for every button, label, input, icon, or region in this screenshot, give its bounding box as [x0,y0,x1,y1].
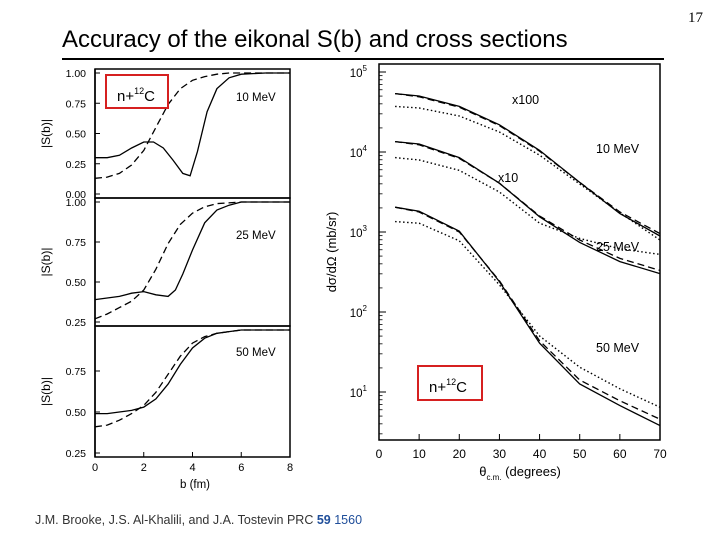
sb-panel-label: 25 MeV [236,230,276,242]
citation: J.M. Brooke, J.S. Al-Khalili, and J.A. T… [35,513,362,527]
xs-ytick-label: 103 [350,224,368,240]
xs-xtick-label: 10 [412,447,426,461]
sb-ytick-label: 0.25 [66,317,87,329]
xs-series-10-mev-exact [395,92,661,237]
xs-frame [378,63,661,441]
sb-inset-label: n+12C [117,86,155,105]
xs-annotation: x10 [498,171,518,185]
xs-xtick-label: 30 [493,447,507,461]
sb-series-2-exact [94,201,290,301]
xs-ylabel: dσ/dΩ (mb/sr) [324,212,339,293]
sb-ytick-label: 0.50 [66,407,87,419]
xs-annotation: 25 MeV [596,240,640,254]
xs-xtick-label: 70 [653,447,667,461]
xs-xlabel: θc.m. (degrees) [479,464,561,482]
xs-xtick-label: 0 [376,447,383,461]
sb-panel-frame-2 [94,197,291,327]
sb-xtick-label: 6 [238,462,244,474]
sb-ytick-label: 0.75 [66,98,87,110]
sb-xlabel: b (fm) [180,479,210,491]
xs-ytick-label: 101 [350,384,368,400]
slide-title: Accuracy of the eikonal S(b) and cross s… [62,26,568,53]
citation-pages: 1560 [330,513,363,527]
xs-inset-box [417,365,483,401]
title-underline [62,58,664,60]
sb-ytick-label: 0.00 [66,189,87,201]
sb-xtick-label: 4 [189,462,195,474]
sb-ytick-label: 0.75 [66,366,87,378]
citation-authors: J.M. Brooke, J.S. Al-Khalili, and J.A. T… [35,513,317,527]
xs-series-10-mev-dotted [395,105,661,241]
sb-ylabel: |S(b)| [39,248,53,277]
sb-ytick-label: 0.25 [66,159,87,171]
xs-series-50-mev-exact [394,206,661,427]
sb-xtick-label: 0 [92,462,98,474]
xs-ytick-label: 104 [350,144,368,160]
sb-xtick-label: 2 [141,462,147,474]
sb-ytick-label: 1.00 [66,197,87,209]
sb-ytick-label: 0.25 [66,448,87,460]
xs-inset-label: n+12C [429,377,467,396]
xs-series-50-mev-dotted [395,220,661,408]
sb-panel-frame-3 [94,325,291,458]
sb-series-2-eikonal [94,201,290,320]
sb-ylabel: |S(b)| [39,119,53,148]
xs-series-25-mev-exact [395,140,661,275]
xs-xtick-label: 50 [573,447,587,461]
sb-inset-box [105,74,169,109]
sb-xtick-label: 8 [287,462,293,474]
xs-series-25-mev-dotted [395,156,661,256]
xs-ytick-label: 102 [350,304,368,320]
xs-ytick-label: 105 [350,64,368,80]
citation-volume: 59 [316,513,331,527]
xs-xtick-label: 20 [453,447,467,461]
xs-annotation: 10 MeV [596,142,640,156]
sb-panel-label: 10 MeV [236,92,276,104]
sb-ylabel: |S(b)| [39,377,53,406]
sb-ytick-label: 0.50 [66,277,87,289]
sb-ytick-label: 1.00 [66,68,87,80]
sb-ytick-label: 0.50 [66,129,87,141]
xs-xtick-label: 60 [613,447,627,461]
sb-series-1-exact [95,72,290,177]
xs-series-10-mev-eikonal [395,92,661,235]
xs-annotation: 50 MeV [596,341,640,355]
page-number: 17 [688,10,703,26]
sb-series-3-eikonal [94,329,290,428]
xs-xtick-label: 40 [533,447,547,461]
sb-series-1-eikonal [94,72,290,179]
xs-annotation: x100 [512,93,539,107]
sb-ytick-label: 0.75 [66,237,87,249]
sb-panel-label: 50 MeV [236,347,276,359]
